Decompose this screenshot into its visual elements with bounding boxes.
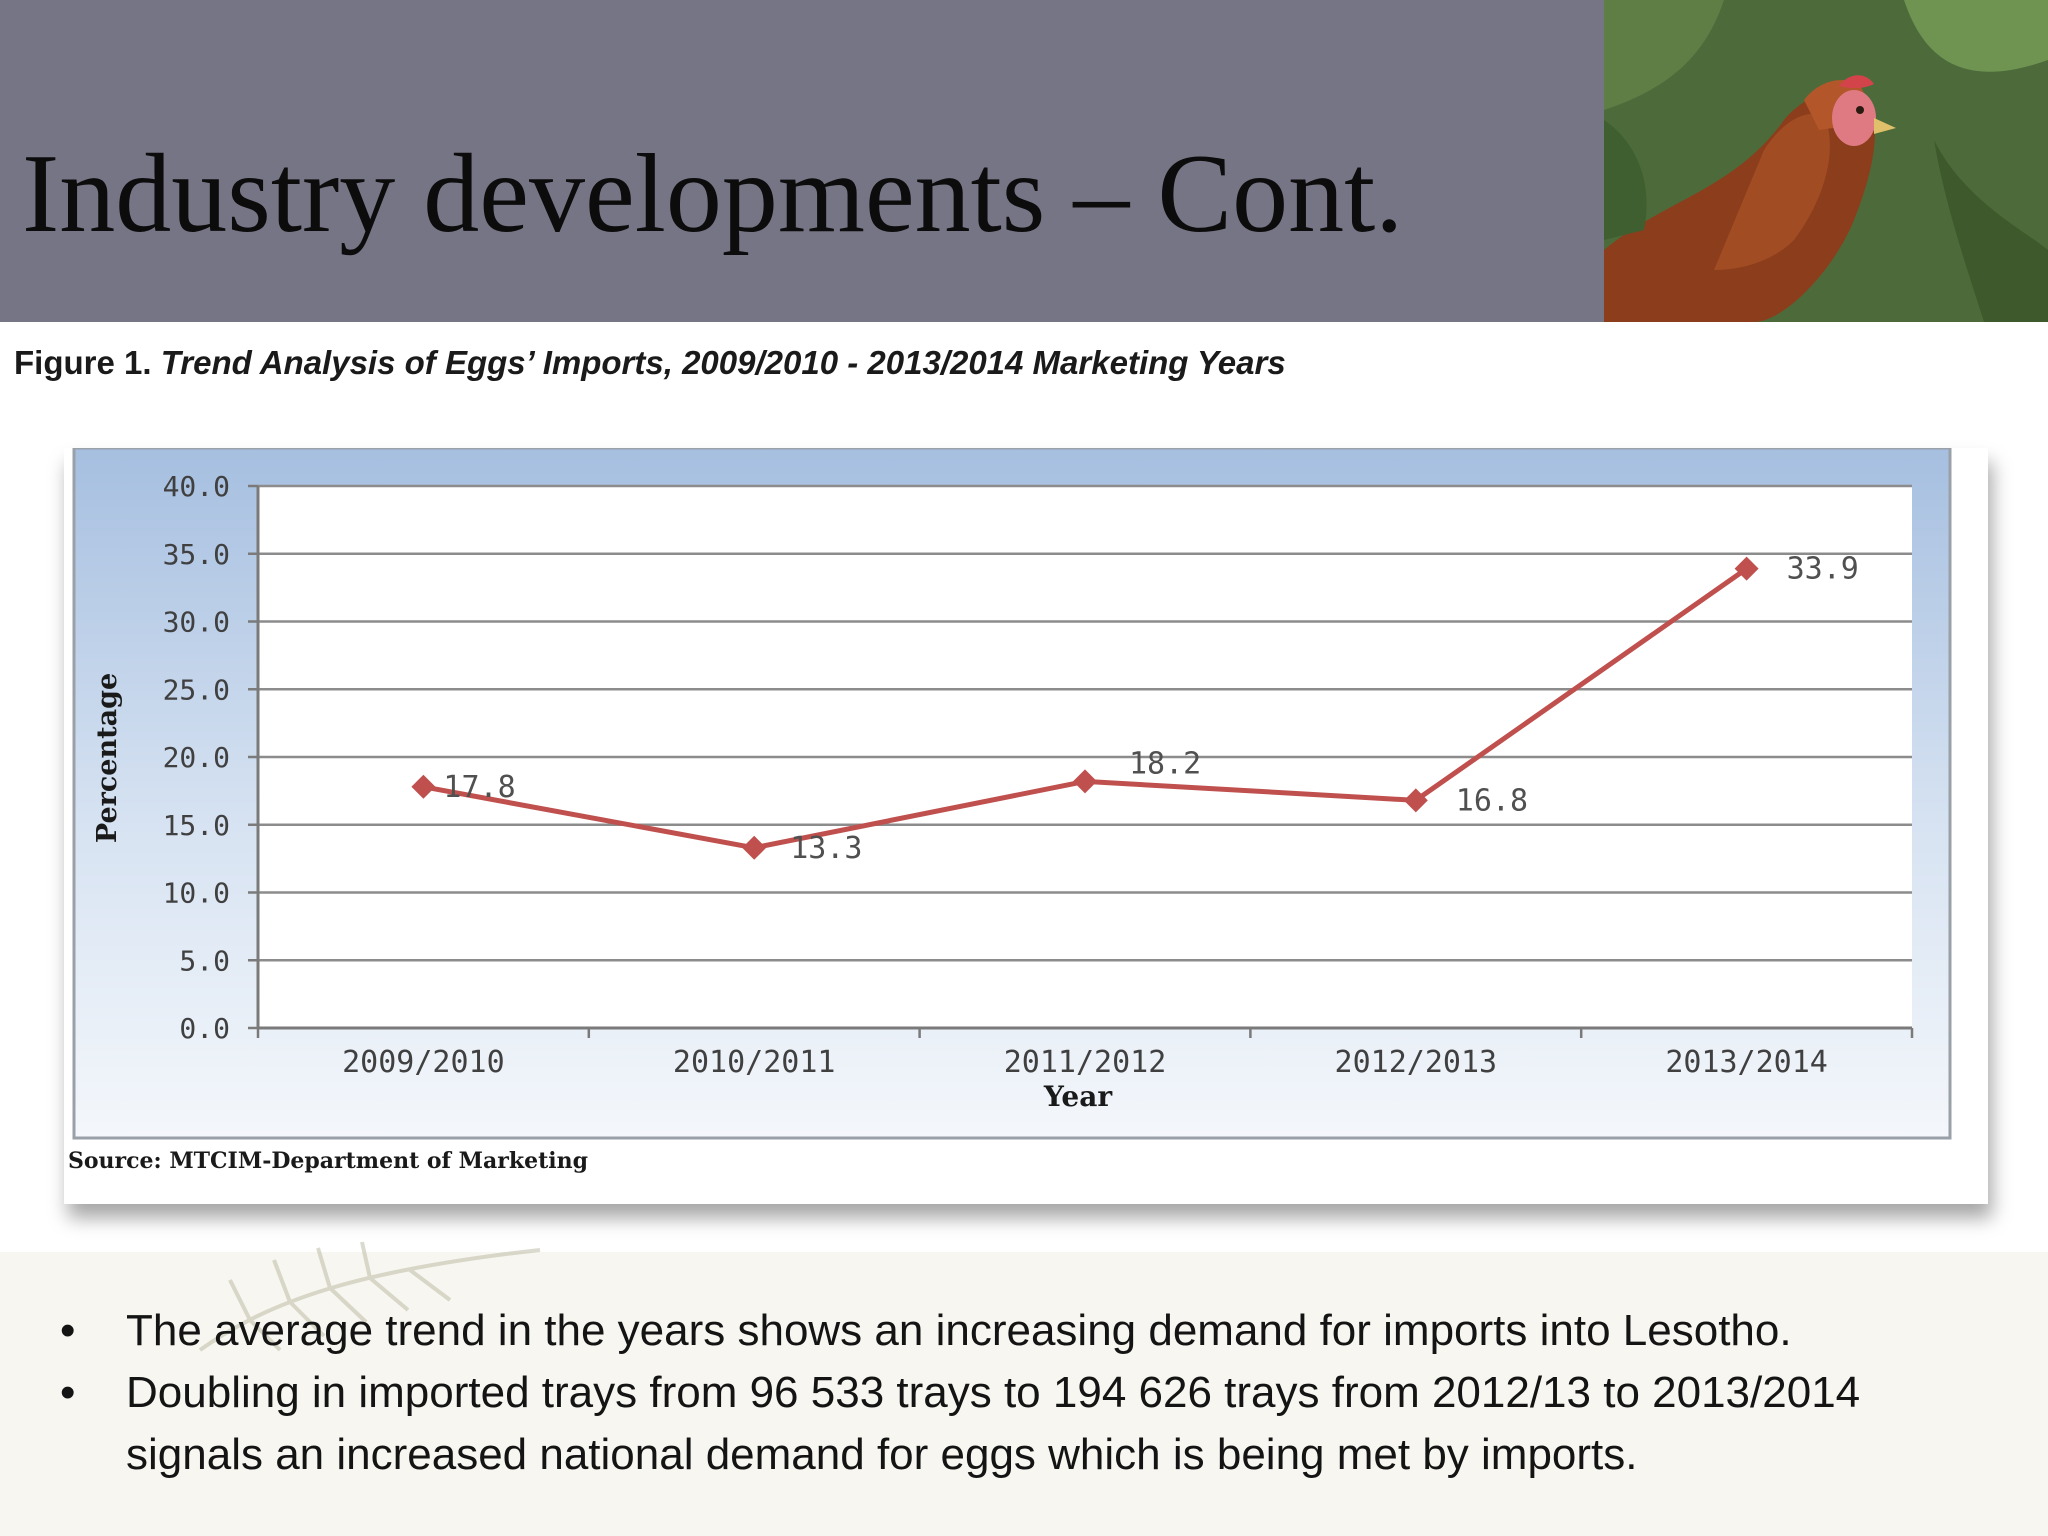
fern-decoration: [198, 1241, 541, 1352]
x-axis-title: Year: [1043, 1080, 1114, 1113]
bullet-dot-icon: •: [60, 1306, 76, 1355]
x-tick-label: 2011/2012: [1004, 1045, 1167, 1080]
data-label: 18.2: [1129, 746, 1201, 781]
y-tick-label: 0.0: [179, 1012, 230, 1045]
y-tick-label: 10.0: [163, 877, 230, 910]
y-tick-label: 30.0: [163, 606, 230, 639]
x-tick-label: 2012/2013: [1335, 1045, 1498, 1080]
source-note: Source: MTCIM-Department of Marketing: [68, 1148, 588, 1174]
y-tick-label: 25.0: [163, 673, 230, 706]
bullet-dot-icon: •: [60, 1368, 76, 1417]
x-tick-label: 2009/2010: [342, 1045, 505, 1080]
bullet-item: • Doubling in imported trays from 96 533…: [60, 1362, 2000, 1486]
y-tick-label: 35.0: [163, 538, 230, 571]
data-label: 17.8: [443, 770, 515, 805]
chart-frame: 0.0 5.0 10.0 15.0 20.0 25.0 30.0 35.0 40.0 2009/2…: [64, 448, 1988, 1204]
figure-caption-label: Figure 1.: [14, 344, 152, 381]
bullet-text: The average trend in the years shows an …: [126, 1306, 1792, 1355]
data-label: 16.8: [1456, 783, 1528, 818]
title-bar: Industry developments – Cont.: [0, 0, 1604, 322]
y-tick-label: 15.0: [163, 809, 230, 842]
figure-caption: Figure 1. Trend Analysis of Eggs’ Import…: [14, 344, 1286, 382]
hen-photo: [1604, 0, 2048, 322]
bullet-item: • The average trend in the years shows a…: [60, 1300, 2000, 1362]
y-axis-title: Percentage: [92, 673, 123, 843]
data-point-marker: [1073, 769, 1097, 794]
bullet-text: Doubling in imported trays from 96 533 t…: [126, 1368, 1861, 1479]
y-tick-label: 40.0: [163, 470, 230, 503]
data-point-marker: [1403, 788, 1428, 813]
figure-caption-text: Trend Analysis of Eggs’ Imports, 2009/20…: [160, 344, 1286, 381]
data-label: 33.9: [1787, 552, 1859, 587]
y-tick-label: 5.0: [179, 944, 230, 977]
x-tick-label: 2013/2014: [1665, 1045, 1828, 1080]
data-point-marker: [411, 774, 436, 799]
data-point-marker: [742, 835, 767, 860]
hen-icon: [1604, 0, 2048, 322]
slide-title: Industry developments – Cont.: [22, 132, 1404, 256]
bullet-list: • The average trend in the years shows a…: [60, 1300, 2000, 1486]
data-label: 13.3: [790, 831, 862, 866]
y-tick-label: 20.0: [163, 741, 230, 774]
x-tick-label: 2010/2011: [673, 1045, 836, 1080]
line-chart: 0.0 5.0 10.0 15.0 20.0 25.0 30.0 35.0 40.0 2009/2…: [68, 448, 1952, 1174]
data-point-marker: [1734, 556, 1759, 581]
